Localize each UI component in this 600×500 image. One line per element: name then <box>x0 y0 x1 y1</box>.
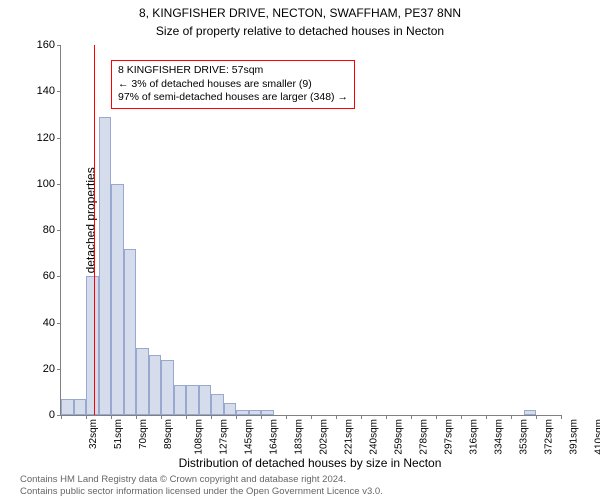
y-tick-mark <box>57 323 61 324</box>
x-tick-label: 391sqm <box>569 419 580 455</box>
histogram-bar <box>199 385 212 415</box>
y-tick-mark <box>57 276 61 277</box>
histogram-bar <box>149 355 162 415</box>
histogram-bar <box>174 385 187 415</box>
histogram-bar <box>186 385 199 415</box>
chart-title-sub: Size of property relative to detached ho… <box>0 24 600 38</box>
x-tick-label: 372sqm <box>544 419 555 455</box>
x-tick-mark <box>561 415 562 419</box>
x-tick-mark <box>461 415 462 419</box>
histogram-bar <box>211 394 224 415</box>
histogram-bar <box>86 276 99 415</box>
x-tick-mark <box>511 415 512 419</box>
x-tick-label: 70sqm <box>138 419 149 449</box>
marker-line <box>94 45 95 415</box>
annotation-box: 8 KINGFISHER DRIVE: 57sqm← 3% of detache… <box>111 60 355 109</box>
x-tick-mark <box>136 415 137 419</box>
annotation-line1: 8 KINGFISHER DRIVE: 57sqm <box>118 64 348 78</box>
footer-text: Contains HM Land Registry data © Crown c… <box>20 474 580 497</box>
histogram-bar <box>224 403 237 415</box>
x-tick-label: 32sqm <box>88 419 99 449</box>
x-tick-label: 89sqm <box>163 419 174 449</box>
x-tick-mark <box>361 415 362 419</box>
histogram-bar <box>61 399 74 415</box>
y-tick-mark <box>57 184 61 185</box>
x-tick-label: 164sqm <box>269 419 280 455</box>
histogram-bar <box>124 249 137 416</box>
x-tick-label: 145sqm <box>244 419 255 455</box>
x-tick-mark <box>161 415 162 419</box>
x-tick-label: 316sqm <box>469 419 480 455</box>
footer-line2: Contains public sector information licen… <box>20 486 580 497</box>
x-tick-label: 278sqm <box>419 419 430 455</box>
x-tick-label: 334sqm <box>494 419 505 455</box>
x-tick-mark <box>111 415 112 419</box>
histogram-bar <box>74 399 87 415</box>
x-tick-label: 221sqm <box>344 419 355 455</box>
x-tick-label: 297sqm <box>444 419 455 455</box>
x-tick-label: 51sqm <box>113 419 124 449</box>
y-tick-label: 160 <box>25 39 61 51</box>
histogram-bar <box>261 410 274 415</box>
x-tick-mark <box>211 415 212 419</box>
y-tick-label: 100 <box>25 178 61 190</box>
x-tick-mark <box>486 415 487 419</box>
x-tick-mark <box>536 415 537 419</box>
x-tick-label: 259sqm <box>394 419 405 455</box>
y-tick-mark <box>57 230 61 231</box>
x-tick-mark <box>86 415 87 419</box>
x-tick-label: 183sqm <box>294 419 305 455</box>
histogram-bar <box>136 348 149 415</box>
y-tick-label: 60 <box>25 270 61 282</box>
x-tick-label: 202sqm <box>319 419 330 455</box>
y-tick-label: 20 <box>25 363 61 375</box>
x-tick-label: 353sqm <box>519 419 530 455</box>
plot-area: 02040608010012014016032sqm51sqm70sqm89sq… <box>60 45 561 416</box>
x-tick-mark <box>336 415 337 419</box>
x-tick-label: 240sqm <box>369 419 380 455</box>
x-tick-label: 108sqm <box>194 419 205 455</box>
y-tick-label: 120 <box>25 132 61 144</box>
x-tick-mark <box>411 415 412 419</box>
x-axis-label: Distribution of detached houses by size … <box>60 456 560 470</box>
histogram-bar <box>99 117 112 415</box>
x-tick-mark <box>311 415 312 419</box>
y-tick-label: 140 <box>25 85 61 97</box>
y-tick-mark <box>57 91 61 92</box>
footer-line1: Contains HM Land Registry data © Crown c… <box>20 474 580 485</box>
y-tick-label: 40 <box>25 317 61 329</box>
histogram-bar <box>524 410 537 415</box>
x-tick-mark <box>286 415 287 419</box>
x-tick-mark <box>261 415 262 419</box>
x-tick-mark <box>436 415 437 419</box>
histogram-bar <box>161 360 174 416</box>
histogram-bar <box>111 184 124 415</box>
histogram-bar <box>249 410 262 415</box>
x-tick-mark <box>186 415 187 419</box>
chart-title-main: 8, KINGFISHER DRIVE, NECTON, SWAFFHAM, P… <box>0 6 600 20</box>
chart-container: 8, KINGFISHER DRIVE, NECTON, SWAFFHAM, P… <box>0 0 600 500</box>
y-tick-mark <box>57 138 61 139</box>
x-tick-mark <box>386 415 387 419</box>
x-tick-mark <box>61 415 62 419</box>
y-tick-mark <box>57 45 61 46</box>
x-tick-label: 410sqm <box>594 419 600 455</box>
annotation-line2: ← 3% of detached houses are smaller (9) <box>118 78 348 92</box>
x-tick-mark <box>236 415 237 419</box>
y-tick-mark <box>57 369 61 370</box>
y-tick-label: 80 <box>25 224 61 236</box>
histogram-bar <box>236 410 249 415</box>
annotation-line3: 97% of semi-detached houses are larger (… <box>118 91 348 105</box>
x-tick-label: 127sqm <box>219 419 230 455</box>
y-tick-label: 0 <box>25 409 61 421</box>
